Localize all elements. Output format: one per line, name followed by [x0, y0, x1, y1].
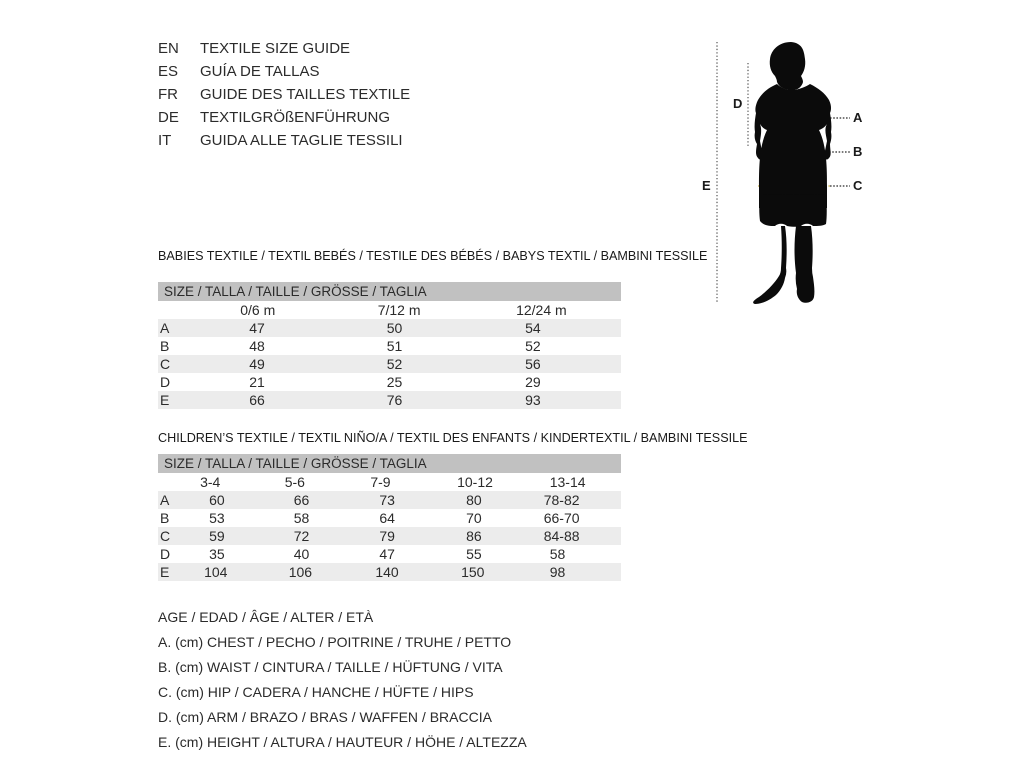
- svg-text:A: A: [853, 110, 863, 125]
- svg-text:E: E: [702, 178, 711, 193]
- svg-text:C: C: [853, 178, 863, 193]
- svg-text:D: D: [733, 96, 742, 111]
- svg-text:B: B: [853, 144, 862, 159]
